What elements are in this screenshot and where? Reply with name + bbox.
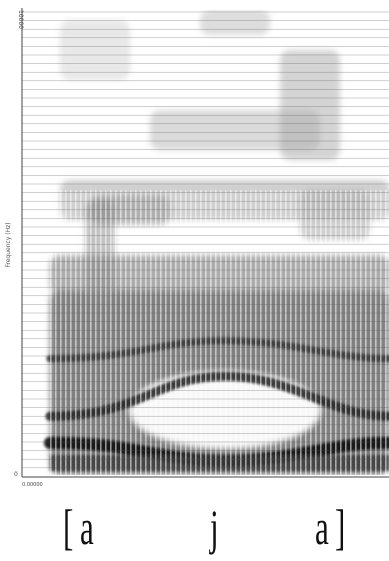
frequency-gridlines: [22, 11, 389, 469]
segment-j: j: [210, 499, 219, 555]
x-tick-start: 0.00000: [22, 482, 43, 488]
energy-region: [150, 110, 320, 150]
spectrogram: 10000 0 0.00000 Frequency (Hz): [5, 8, 389, 488]
glottal-striations: [50, 190, 389, 475]
energy-region: [200, 10, 270, 35]
y-tick-top: 10000: [17, 10, 24, 29]
segment-a1: a: [80, 499, 94, 555]
segment-bracket-close: ]: [335, 499, 346, 555]
y-tick-bottom: 0: [14, 471, 18, 478]
segment-a2: a: [315, 499, 329, 555]
energy-region: [60, 20, 130, 80]
y-axis-label: Frequency (Hz): [5, 222, 12, 267]
energy-region: [280, 50, 340, 160]
segment-bracket-open: [: [63, 499, 74, 555]
